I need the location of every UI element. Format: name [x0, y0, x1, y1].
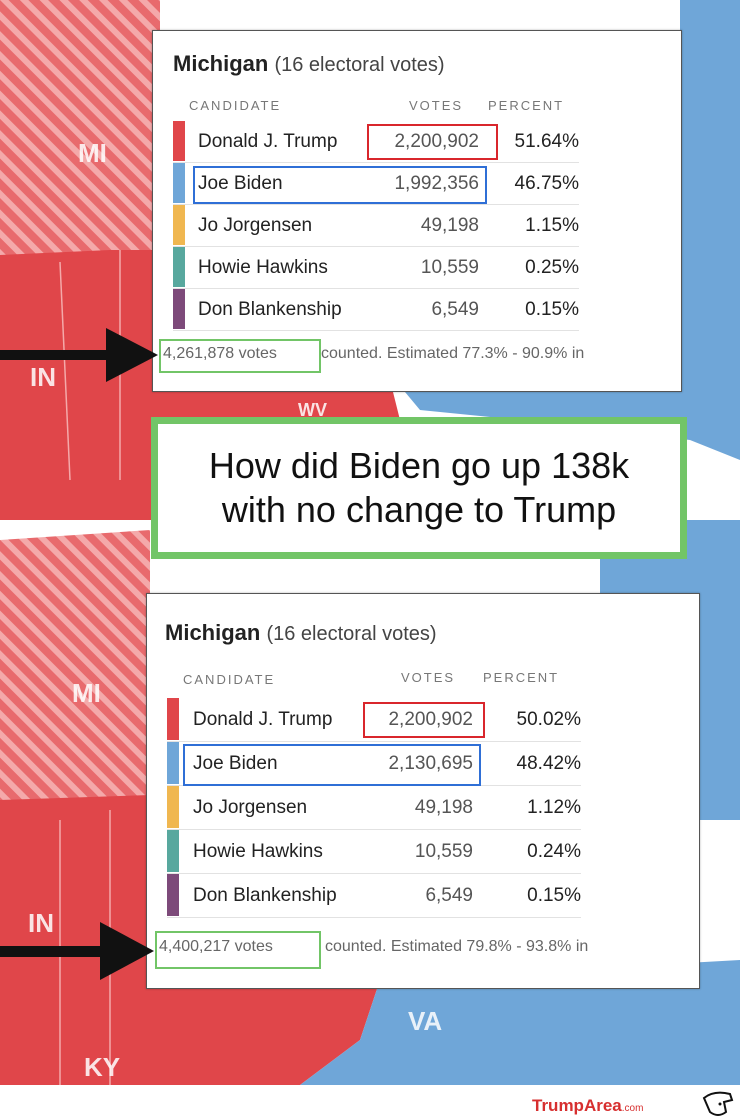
trump-swatch — [173, 121, 185, 161]
vote-count: 2,200,902 — [394, 131, 479, 152]
top-in-label: IN — [30, 362, 56, 392]
candidate-name: Jo Jorgensen — [193, 797, 308, 818]
bottom-in-label: IN — [28, 908, 54, 938]
candidate-name: Joe Biden — [193, 753, 278, 774]
header-candidate: CANDIDATE — [183, 672, 276, 687]
header-percent: PERCENT — [488, 98, 565, 113]
state-name: Michigan — [165, 620, 261, 645]
jorgensen-swatch — [167, 786, 179, 828]
caricature-icon — [702, 1091, 734, 1116]
candidate-name: Jo Jorgensen — [198, 215, 313, 236]
table-row: Howie Hawkins 10,559 0.24% — [167, 830, 581, 874]
vote-count: 2,130,695 — [388, 753, 473, 774]
candidate-name: Donald J. Trump — [198, 131, 338, 152]
table-row: Jo Jorgensen 49,198 1.15% — [173, 205, 579, 247]
panel-title: Michigan (16 electoral votes) — [173, 51, 445, 77]
jorgensen-swatch — [173, 205, 185, 245]
header-percent: PERCENT — [483, 670, 560, 685]
vote-percent: 51.64% — [514, 131, 579, 152]
vote-percent: 0.15% — [527, 885, 581, 906]
footer-estimate: counted. Estimated 79.8% - 93.8% in — [325, 938, 589, 955]
bottom-ky-label: KY — [84, 1052, 121, 1082]
trump-votes-highlight — [363, 702, 485, 738]
vote-percent: 0.25% — [525, 257, 579, 278]
header-votes: VOTES — [401, 670, 456, 685]
candidate-name: Howie Hawkins — [193, 841, 323, 862]
candidate-name: Howie Hawkins — [198, 257, 328, 278]
top-mi-label: MI — [78, 138, 107, 168]
biden-row-highlight — [193, 166, 487, 204]
hawkins-swatch — [173, 247, 185, 287]
brand-suffix: .com — [621, 1103, 644, 1114]
vote-percent: 0.15% — [525, 299, 579, 320]
vote-count: 10,559 — [414, 841, 473, 862]
header-candidate: CANDIDATE — [189, 98, 282, 113]
callout-text: How did Biden go up 138k with no change … — [208, 445, 630, 530]
candidate-name: Donald J. Trump — [193, 709, 333, 730]
state-name: Michigan — [173, 51, 269, 76]
vote-count: 49,198 — [414, 797, 473, 818]
vote-count: 1,992,356 — [394, 173, 479, 194]
table-row: Don Blankenship 6,549 0.15% — [167, 874, 581, 918]
vote-percent: 1.15% — [525, 215, 579, 236]
table-row: Howie Hawkins 10,559 0.25% — [173, 247, 579, 289]
question-callout: How did Biden go up 138k with no change … — [151, 417, 687, 559]
total-votes: 4,400,217 votes — [159, 938, 273, 955]
site-brand: TrumpArea.com — [532, 1096, 643, 1116]
trump-votes-highlight — [367, 124, 498, 160]
vote-count: 6,549 — [431, 299, 479, 320]
candidate-name: Don Blankenship — [193, 885, 337, 906]
biden-row-highlight — [183, 744, 481, 786]
blankenship-swatch — [167, 874, 179, 916]
panel-title: Michigan (16 electoral votes) — [165, 620, 437, 646]
results-panel-after: Michigan (16 electoral votes) CANDIDATE … — [146, 593, 700, 989]
footer-estimate: counted. Estimated 77.3% - 90.9% in — [321, 345, 585, 362]
vote-count: 6,549 — [425, 885, 473, 906]
arrow-icon — [0, 922, 154, 980]
table-row: Don Blankenship 6,549 0.15% — [173, 289, 579, 331]
total-votes-highlight — [155, 931, 321, 969]
arrow-icon — [0, 328, 158, 382]
vote-count: 10,559 — [420, 257, 479, 278]
vote-percent: 1.12% — [527, 797, 581, 818]
vote-percent: 46.75% — [514, 173, 579, 194]
table-row: Donald J. Trump 2,200,902 51.64% — [173, 121, 579, 163]
total-votes: 4,261,878 votes — [163, 345, 277, 362]
trump-swatch — [167, 698, 179, 740]
biden-swatch — [173, 163, 185, 203]
vote-percent: 0.24% — [527, 841, 581, 862]
table-row: Jo Jorgensen 49,198 1.12% — [167, 786, 581, 830]
blankenship-swatch — [173, 289, 185, 329]
electoral-votes: (16 electoral votes) — [266, 623, 437, 645]
biden-swatch — [167, 742, 179, 784]
vote-count: 2,200,902 — [388, 709, 473, 730]
vote-count: 49,198 — [420, 215, 479, 236]
bottom-mi-label: MI — [72, 678, 101, 708]
top-wv-label: WV — [298, 400, 327, 420]
candidate-name: Don Blankenship — [198, 299, 342, 320]
electoral-votes: (16 electoral votes) — [274, 54, 445, 76]
table-row: Donald J. Trump 2,200,902 50.02% — [167, 698, 581, 742]
hawkins-swatch — [167, 830, 179, 872]
results-panel-before: Michigan (16 electoral votes) CANDIDATE … — [152, 30, 682, 392]
total-votes-highlight — [159, 339, 321, 373]
candidate-name: Joe Biden — [198, 173, 283, 194]
bottom-va-label: VA — [408, 1006, 443, 1036]
vote-percent: 48.42% — [516, 753, 581, 774]
table-row: Joe Biden 1,992,356 46.75% — [173, 163, 579, 205]
header-votes: VOTES — [409, 98, 464, 113]
brand-name: TrumpArea — [532, 1096, 622, 1115]
vote-percent: 50.02% — [516, 709, 581, 730]
